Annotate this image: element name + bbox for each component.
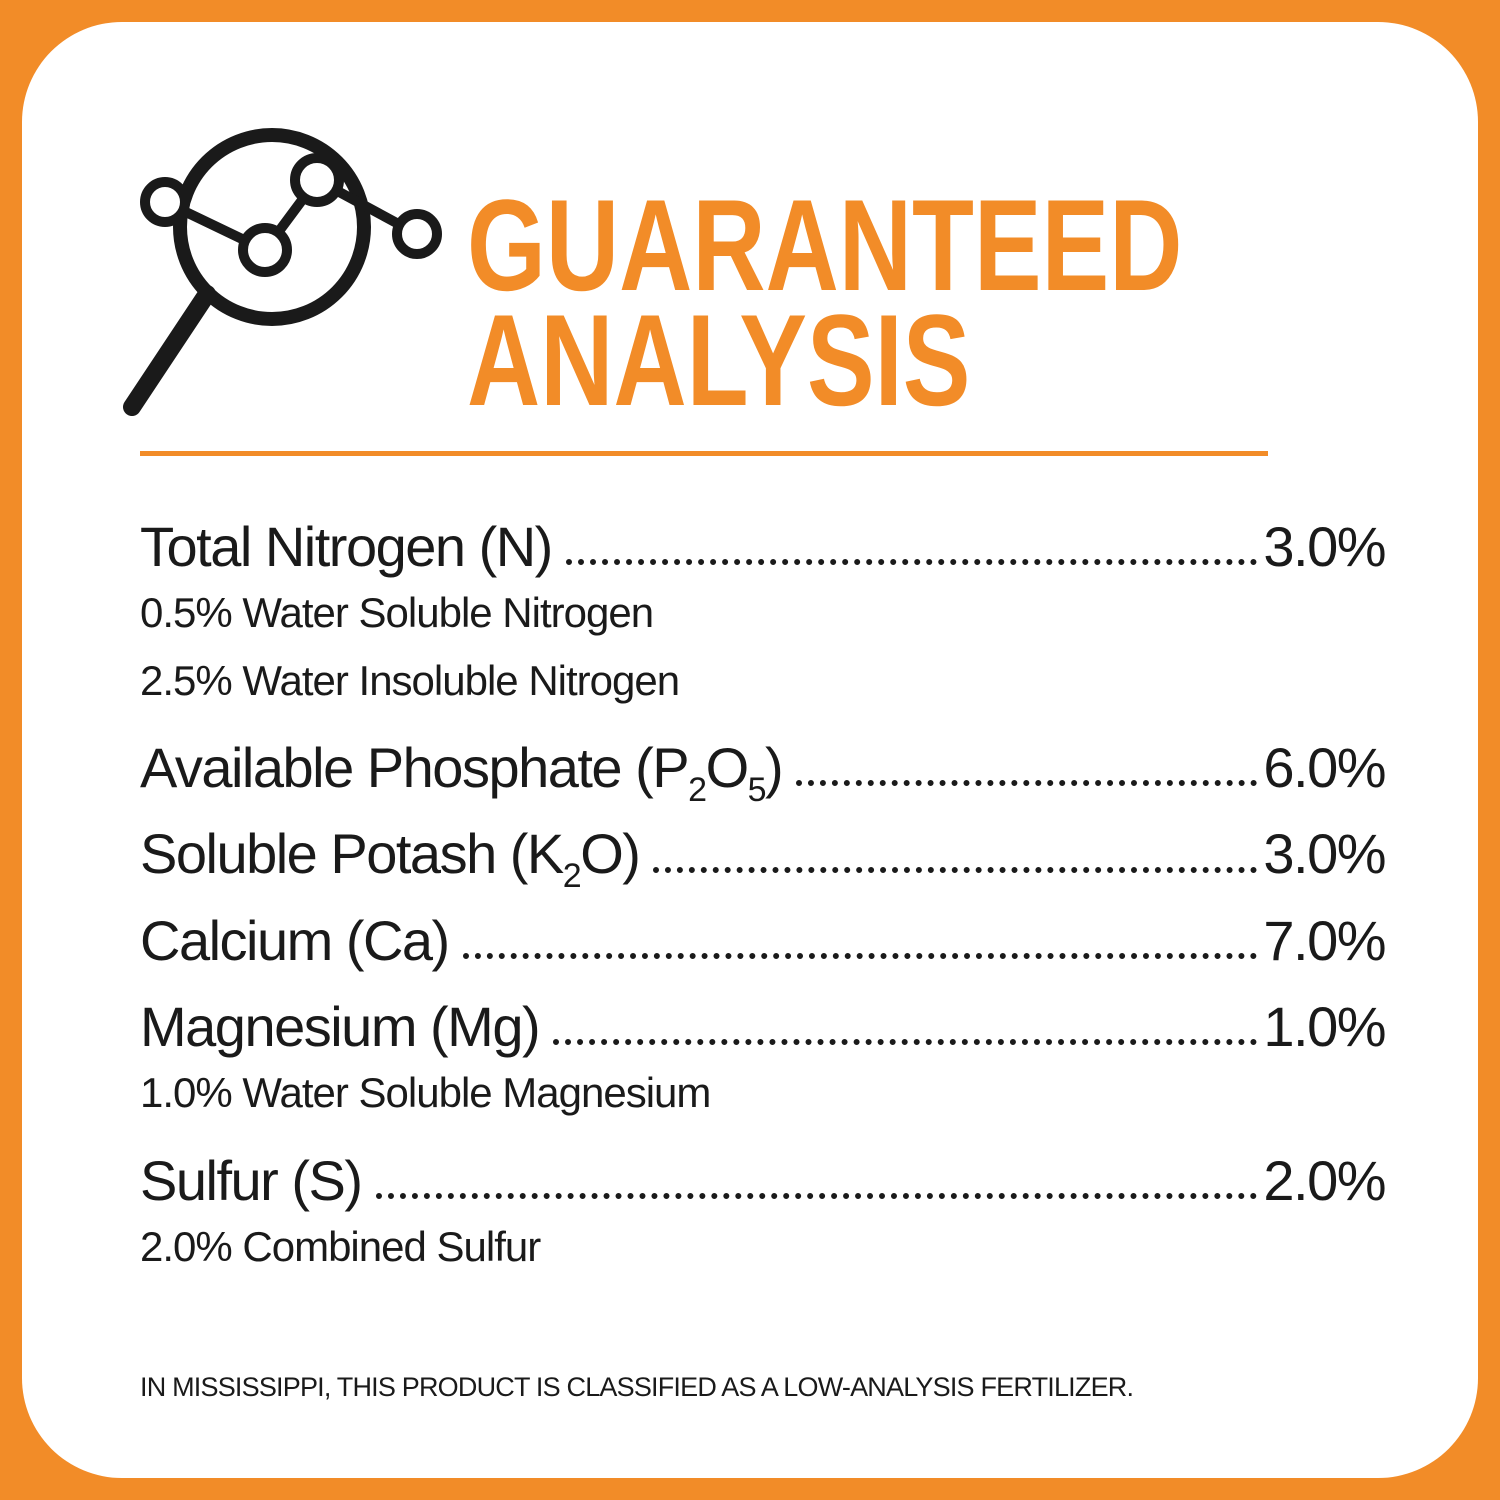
nutrient-name: Soluble Potash (K2O) (140, 822, 641, 893)
nutrient-value: 7.0% (1263, 908, 1386, 972)
label-card: GUARANTEED ANALYSIS (22, 22, 1478, 1478)
subscript: 2 (562, 857, 582, 896)
nutrient-name: Magnesium (Mg) (140, 994, 541, 1059)
subscript: 5 (747, 770, 767, 809)
name-text: Sulfur (S) (140, 1148, 363, 1212)
nutrient-name: Sulfur (S) (140, 1148, 363, 1213)
title-line: ANALYSIS (467, 287, 971, 433)
name-text: Available Phosphate (P (140, 735, 690, 799)
nutrient-row: Soluble Potash (K2O) 3.0% (140, 822, 1386, 893)
footnote: IN MISSISSIPPI, THIS PRODUCT IS CLASSIFI… (140, 1372, 1134, 1402)
dot-leader (565, 559, 1258, 566)
name-text: O) (580, 822, 641, 886)
name-text: O (705, 735, 750, 799)
dot-leader (653, 866, 1258, 873)
name-text: Calcium (Ca) (140, 908, 450, 972)
analysis-icon (123, 128, 442, 416)
dot-leader (375, 1192, 1258, 1199)
nutrient-row: Calcium (Ca) 7.0% (140, 908, 1386, 973)
nutrient-detail: 2.5% Water Insoluble Nitrogen (140, 656, 680, 704)
dot-leader (462, 952, 1258, 959)
nutrient-detail: 0.5% Water Soluble Nitrogen (140, 589, 654, 637)
dot-leader (796, 780, 1258, 787)
nutrient-name: Available Phosphate (P2O5) (140, 735, 784, 807)
name-text: Soluble Potash (K (140, 822, 564, 886)
nutrient-name: Total Nitrogen (N) (140, 515, 553, 579)
nutrient-detail: 2.0% Combined Sulfur (140, 1222, 541, 1270)
nutrient-row: Total Nitrogen (N) 3.0% (140, 515, 1386, 579)
nutrient-row: Magnesium (Mg) 1.0% (140, 994, 1386, 1059)
nutrient-name: Calcium (Ca) (140, 908, 450, 973)
nutrient-value: 6.0% (1263, 735, 1386, 799)
title-line: GUARANTEED (467, 172, 1183, 318)
nutrient-detail: 1.0% Water Soluble Magnesium (140, 1069, 711, 1117)
name-text: ) (765, 735, 784, 799)
name-text: Total Nitrogen (N) (140, 515, 553, 578)
name-text: Magnesium (Mg) (140, 994, 541, 1058)
nutrient-row: Available Phosphate (P2O5) 6.0% (140, 735, 1386, 807)
nutrient-value: 2.0% (1263, 1148, 1386, 1212)
nutrient-value: 3.0% (1263, 822, 1386, 886)
nutrient-value: 3.0% (1263, 515, 1386, 578)
nutrient-row: Sulfur (S) 2.0% (140, 1148, 1386, 1213)
dot-leader (553, 1039, 1258, 1046)
divider (140, 451, 1268, 456)
subscript: 2 (688, 770, 707, 809)
nutrient-value: 1.0% (1263, 994, 1386, 1058)
analysis-list: Total Nitrogen (N) 3.0% 0.5% Water Soluble… (140, 515, 1386, 1280)
